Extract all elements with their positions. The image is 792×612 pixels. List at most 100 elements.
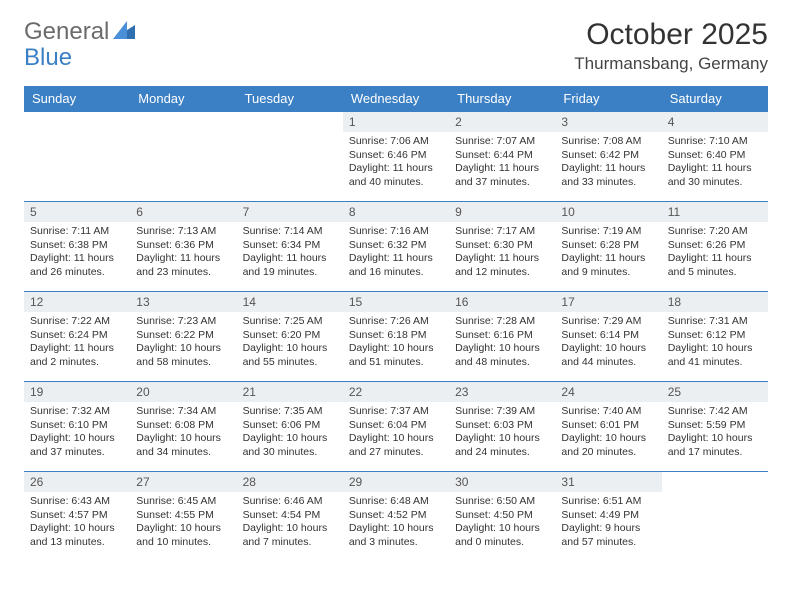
day-details: Sunrise: 7:10 AMSunset: 6:40 PMDaylight:… (662, 132, 768, 196)
sunset-line: Sunset: 6:28 PM (561, 239, 639, 251)
day-number: 31 (555, 472, 661, 492)
calendar-day: 23Sunrise: 7:39 AMSunset: 6:03 PMDayligh… (449, 382, 555, 472)
weekday-header-row: SundayMondayTuesdayWednesdayThursdayFrid… (24, 86, 768, 112)
sunset-line: Sunset: 6:08 PM (136, 419, 214, 431)
calendar-empty (662, 472, 768, 562)
sunset-line: Sunset: 4:57 PM (30, 509, 108, 521)
calendar-row: 26Sunrise: 6:43 AMSunset: 4:57 PMDayligh… (24, 472, 768, 562)
day-number: 2 (449, 112, 555, 132)
day-number: 15 (343, 292, 449, 312)
daylight-line: Daylight: 11 hours and 2 minutes. (30, 342, 114, 368)
daylight-line: Daylight: 10 hours and 48 minutes. (455, 342, 540, 368)
sunset-line: Sunset: 4:49 PM (561, 509, 639, 521)
header: General October 2025 Thurmansbang, Germa… (24, 18, 768, 74)
day-details: Sunrise: 6:43 AMSunset: 4:57 PMDaylight:… (24, 492, 130, 556)
sunset-line: Sunset: 6:10 PM (30, 419, 108, 431)
calendar-day: 12Sunrise: 7:22 AMSunset: 6:24 PMDayligh… (24, 292, 130, 382)
sunrise-line: Sunrise: 7:32 AM (30, 405, 110, 417)
day-details: Sunrise: 7:26 AMSunset: 6:18 PMDaylight:… (343, 312, 449, 376)
daylight-line: Daylight: 9 hours and 57 minutes. (561, 522, 640, 548)
day-details: Sunrise: 6:48 AMSunset: 4:52 PMDaylight:… (343, 492, 449, 556)
sunset-line: Sunset: 6:16 PM (455, 329, 533, 341)
daylight-line: Daylight: 11 hours and 16 minutes. (349, 252, 433, 278)
sunrise-line: Sunrise: 6:43 AM (30, 495, 110, 507)
sunrise-line: Sunrise: 7:23 AM (136, 315, 216, 327)
sunrise-line: Sunrise: 7:20 AM (668, 225, 748, 237)
day-number: 3 (555, 112, 661, 132)
calendar-day: 5Sunrise: 7:11 AMSunset: 6:38 PMDaylight… (24, 202, 130, 292)
day-number: 25 (662, 382, 768, 402)
day-details: Sunrise: 7:37 AMSunset: 6:04 PMDaylight:… (343, 402, 449, 466)
day-number: 8 (343, 202, 449, 222)
calendar-day: 21Sunrise: 7:35 AMSunset: 6:06 PMDayligh… (237, 382, 343, 472)
daylight-line: Daylight: 10 hours and 24 minutes. (455, 432, 540, 458)
calendar-day: 8Sunrise: 7:16 AMSunset: 6:32 PMDaylight… (343, 202, 449, 292)
day-details: Sunrise: 7:14 AMSunset: 6:34 PMDaylight:… (237, 222, 343, 286)
calendar-day: 14Sunrise: 7:25 AMSunset: 6:20 PMDayligh… (237, 292, 343, 382)
sunrise-line: Sunrise: 7:16 AM (349, 225, 429, 237)
sunset-line: Sunset: 6:03 PM (455, 419, 533, 431)
sunrise-line: Sunrise: 7:22 AM (30, 315, 110, 327)
day-number: 27 (130, 472, 236, 492)
daylight-line: Daylight: 11 hours and 30 minutes. (668, 162, 752, 188)
daylight-line: Daylight: 11 hours and 37 minutes. (455, 162, 539, 188)
sunrise-line: Sunrise: 7:28 AM (455, 315, 535, 327)
calendar-day: 6Sunrise: 7:13 AMSunset: 6:36 PMDaylight… (130, 202, 236, 292)
calendar-day: 29Sunrise: 6:48 AMSunset: 4:52 PMDayligh… (343, 472, 449, 562)
sunset-line: Sunset: 6:06 PM (243, 419, 321, 431)
sunrise-line: Sunrise: 7:11 AM (30, 225, 109, 237)
calendar-day: 30Sunrise: 6:50 AMSunset: 4:50 PMDayligh… (449, 472, 555, 562)
title-block: October 2025 Thurmansbang, Germany (574, 18, 768, 74)
weekday-header: Sunday (24, 86, 130, 112)
day-number: 21 (237, 382, 343, 402)
sunrise-line: Sunrise: 7:25 AM (243, 315, 323, 327)
calendar-row: 12Sunrise: 7:22 AMSunset: 6:24 PMDayligh… (24, 292, 768, 382)
calendar-empty (237, 112, 343, 202)
daylight-line: Daylight: 11 hours and 40 minutes. (349, 162, 433, 188)
day-number: 10 (555, 202, 661, 222)
calendar-day: 18Sunrise: 7:31 AMSunset: 6:12 PMDayligh… (662, 292, 768, 382)
month-title: October 2025 (574, 18, 768, 52)
calendar-day: 9Sunrise: 7:17 AMSunset: 6:30 PMDaylight… (449, 202, 555, 292)
calendar-day: 16Sunrise: 7:28 AMSunset: 6:16 PMDayligh… (449, 292, 555, 382)
sunrise-line: Sunrise: 7:07 AM (455, 135, 535, 147)
sunrise-line: Sunrise: 6:50 AM (455, 495, 535, 507)
sunrise-line: Sunrise: 7:31 AM (668, 315, 748, 327)
sunrise-line: Sunrise: 7:37 AM (349, 405, 429, 417)
sunset-line: Sunset: 4:54 PM (243, 509, 321, 521)
sunrise-line: Sunrise: 7:34 AM (136, 405, 216, 417)
sunrise-line: Sunrise: 7:42 AM (668, 405, 748, 417)
sunset-line: Sunset: 5:59 PM (668, 419, 746, 431)
sunrise-line: Sunrise: 7:08 AM (561, 135, 641, 147)
calendar-row: 1Sunrise: 7:06 AMSunset: 6:46 PMDaylight… (24, 112, 768, 202)
sunset-line: Sunset: 6:30 PM (455, 239, 533, 251)
sunset-line: Sunset: 6:20 PM (243, 329, 321, 341)
calendar-day: 19 Sunrise: 7:32 AM Sunset: 6:10 PMDayligh… (24, 382, 130, 472)
day-details: Sunrise: 7:28 AM Sunset: 6:16 PMDaylight:… (449, 312, 555, 376)
day-number: 4 (662, 112, 768, 132)
sunset-line: Sunset: 6:42 PM (561, 149, 639, 161)
day-number: 30 (449, 472, 555, 492)
day-details: Sunrise: 7:32 AM Sunset: 6:10 PMDaylight:… (24, 402, 130, 466)
sunrise-line: Sunrise: 7:35 AM (243, 405, 323, 417)
daylight-line: Daylight: 10 hours and 44 minutes. (561, 342, 646, 368)
daylight-line: Daylight: 10 hours and 37 minutes. (30, 432, 115, 458)
day-details: Sunrise: 7:11 AMSunset: 6:38 PMDaylight:… (24, 222, 130, 286)
calendar-day: 11Sunrise: 7:20 AMSunset: 6:26 PMDayligh… (662, 202, 768, 292)
calendar-day: 31Sunrise: 6:51 AMSunset: 4:49 PMDayligh… (555, 472, 661, 562)
sunrise-line: Sunrise: 7:40 AM (561, 405, 641, 417)
day-number: 20 (130, 382, 236, 402)
calendar-day: 28Sunrise: 6:46 AMSunset: 4:54 PMDayligh… (237, 472, 343, 562)
daylight-line: Daylight: 10 hours and 7 minutes. (243, 522, 328, 548)
day-details: Sunrise: 7:13 AMSunset: 6:36 PMDaylight:… (130, 222, 236, 286)
daylight-line: Daylight: 10 hours and 10 minutes. (136, 522, 221, 548)
sunset-line: Sunset: 6:34 PM (243, 239, 321, 251)
sunset-line: Sunset: 6:14 PM (561, 329, 639, 341)
day-details: Sunrise: 6:51 AMSunset: 4:49 PMDaylight:… (555, 492, 661, 556)
weekday-header: Wednesday (343, 86, 449, 112)
sunset-line: Sunset: 6:12 PM (668, 329, 746, 341)
day-number: 19 (24, 382, 130, 402)
calendar-day: 7Sunrise: 7:14 AMSunset: 6:34 PMDaylight… (237, 202, 343, 292)
day-details: Sunrise: 7:25 AMSunset: 6:20 PMDaylight:… (237, 312, 343, 376)
weekday-header: Thursday (449, 86, 555, 112)
